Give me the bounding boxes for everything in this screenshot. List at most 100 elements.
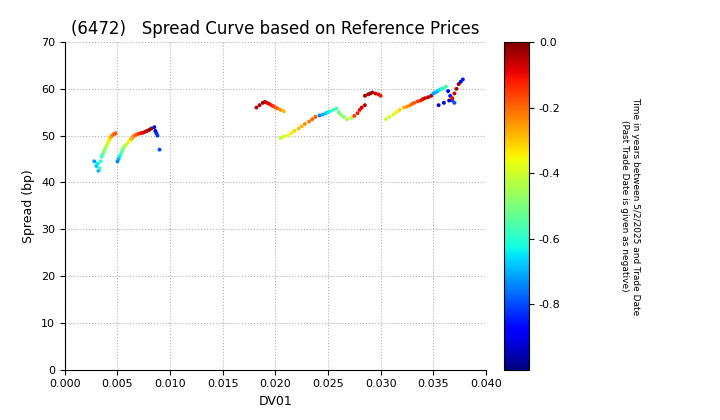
Point xyxy=(405,102,416,108)
Point xyxy=(91,163,102,169)
Point xyxy=(266,102,277,108)
Point xyxy=(373,91,384,98)
Point xyxy=(430,89,441,96)
Point xyxy=(119,142,130,149)
Point xyxy=(122,139,134,146)
Point xyxy=(440,83,451,90)
Point xyxy=(95,158,107,165)
Point xyxy=(130,131,142,138)
Point xyxy=(93,167,104,174)
Point xyxy=(423,94,434,100)
Point xyxy=(330,105,342,112)
Point xyxy=(289,128,300,134)
Point xyxy=(148,124,160,131)
Point xyxy=(438,100,449,106)
Point xyxy=(335,111,346,118)
Point xyxy=(118,144,130,151)
Point xyxy=(320,110,332,116)
Point xyxy=(254,102,266,108)
Y-axis label: Spread (bp): Spread (bp) xyxy=(22,169,35,243)
Y-axis label: Time in years between 5/2/2025 and Trade Date
(Past Trade Date is given as negat: Time in years between 5/2/2025 and Trade… xyxy=(621,97,640,315)
Point xyxy=(328,107,339,113)
Point xyxy=(113,156,125,163)
Point xyxy=(135,130,146,136)
Point xyxy=(145,125,157,132)
Point xyxy=(104,134,116,141)
Point xyxy=(259,99,271,105)
Point xyxy=(101,142,112,148)
Point xyxy=(432,88,444,94)
Point xyxy=(275,107,287,113)
Point xyxy=(91,160,103,167)
Point xyxy=(449,90,460,97)
Point xyxy=(103,137,114,144)
Point xyxy=(105,133,117,140)
Point xyxy=(278,133,289,140)
Title: (6472)   Spread Curve based on Reference Prices: (6472) Spread Curve based on Reference P… xyxy=(71,20,480,38)
Point xyxy=(150,128,161,134)
Point xyxy=(442,88,454,94)
Point xyxy=(296,123,307,130)
Point xyxy=(307,116,318,123)
Point xyxy=(94,165,105,172)
Point xyxy=(275,134,287,141)
Point xyxy=(444,97,455,104)
Point xyxy=(98,149,109,155)
Point xyxy=(132,130,144,137)
Point xyxy=(434,87,446,93)
Point xyxy=(120,142,132,148)
Point xyxy=(333,109,344,116)
Point xyxy=(417,96,428,102)
Point xyxy=(356,104,367,111)
Point xyxy=(129,132,140,139)
Point xyxy=(433,102,444,108)
Point xyxy=(112,158,123,165)
Point xyxy=(141,128,153,134)
Point xyxy=(282,132,294,139)
Point xyxy=(451,85,462,92)
Point xyxy=(127,133,139,140)
Point xyxy=(143,126,155,133)
Point xyxy=(268,103,279,110)
Point xyxy=(341,116,353,123)
Point xyxy=(391,109,402,116)
Point xyxy=(303,118,315,125)
Point xyxy=(438,84,449,91)
Point xyxy=(100,144,112,151)
Point xyxy=(117,146,128,153)
Point xyxy=(449,100,460,106)
Point xyxy=(325,108,336,115)
Point xyxy=(383,113,395,120)
Point xyxy=(257,100,269,106)
Point xyxy=(125,137,136,144)
Point xyxy=(285,130,297,136)
Point xyxy=(317,111,328,118)
Point xyxy=(369,90,381,97)
Point xyxy=(97,151,109,158)
Point xyxy=(338,113,350,120)
Point xyxy=(293,125,305,132)
Point xyxy=(380,116,392,123)
Point xyxy=(457,76,469,83)
Point xyxy=(109,130,121,136)
Point xyxy=(436,85,448,92)
Point xyxy=(107,131,119,138)
Point xyxy=(261,100,273,106)
Point xyxy=(109,131,120,138)
Point xyxy=(409,100,420,106)
Point xyxy=(314,112,325,119)
Point xyxy=(444,92,456,99)
Point xyxy=(271,105,283,112)
Point xyxy=(359,92,371,99)
Point xyxy=(415,97,426,104)
Point xyxy=(359,102,371,108)
Point xyxy=(264,100,275,107)
Point xyxy=(387,111,399,118)
Point xyxy=(428,90,439,97)
Point xyxy=(446,95,458,102)
Point xyxy=(366,89,378,96)
Point xyxy=(352,110,364,116)
Point xyxy=(154,146,166,153)
Point xyxy=(102,139,114,146)
Point xyxy=(346,115,357,121)
